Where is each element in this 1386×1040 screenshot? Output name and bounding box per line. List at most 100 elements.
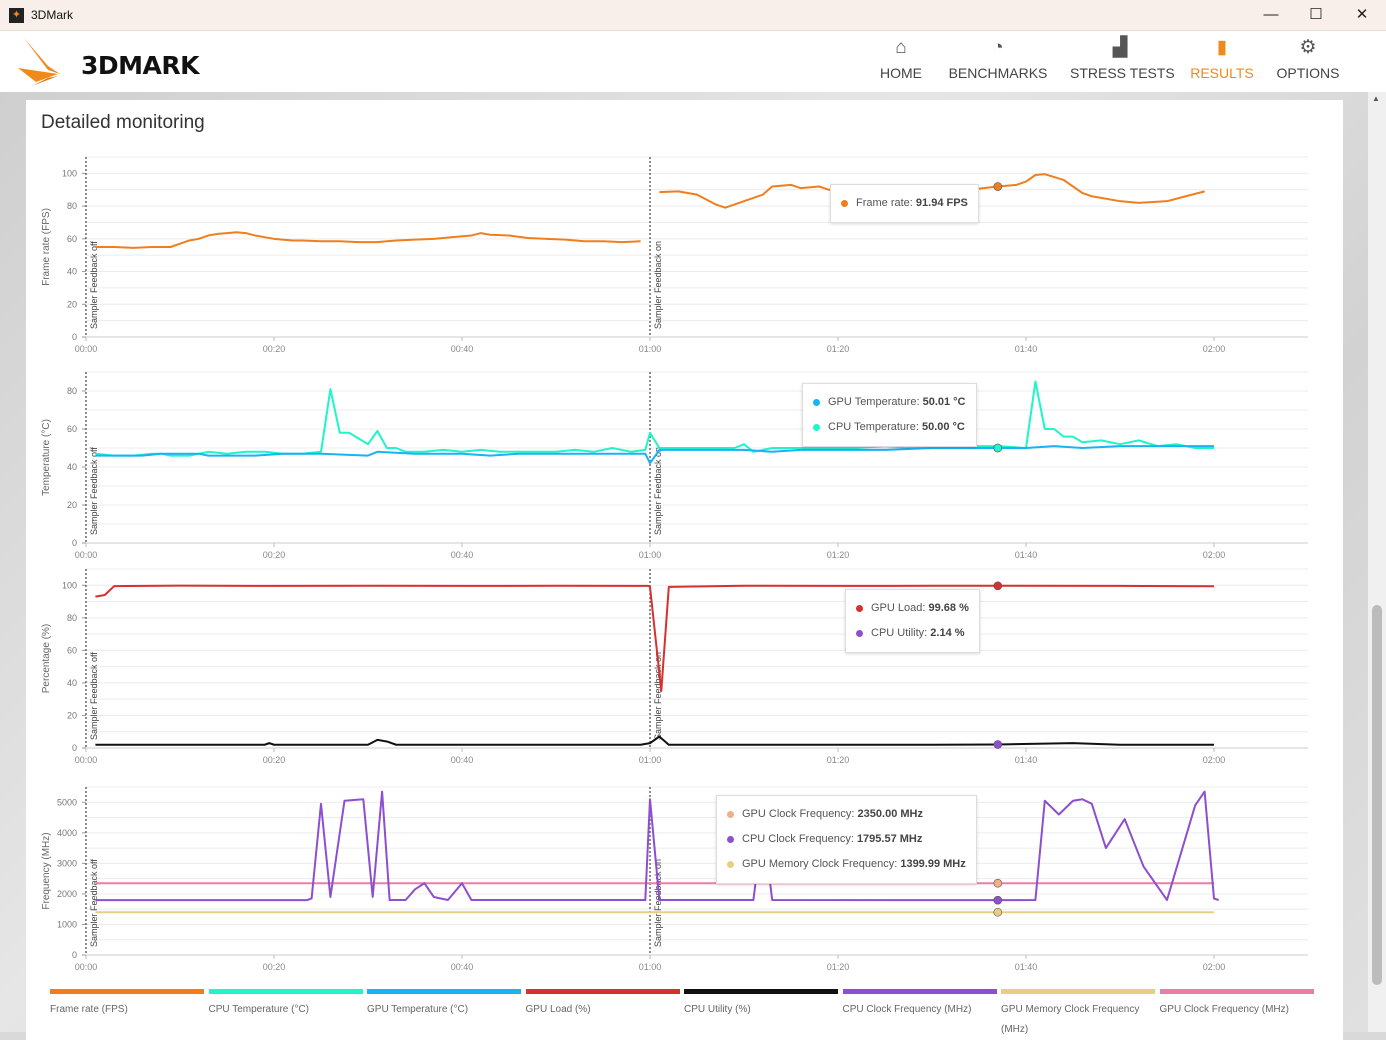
series-dot-icon [727, 810, 734, 818]
tooltip-temperature: GPU Temperature: 50.01 °C CPU Temperature… [802, 383, 977, 447]
tooltip-row: CPU Clock Frequency: 1795.57 MHz [727, 827, 966, 852]
tooltip-frame-rate: Frame rate: 91.94 FPS [830, 184, 979, 223]
cursor-point [993, 581, 1003, 591]
legend-label: GPU Temperature (°C) [367, 1004, 469, 1015]
sampler-feedback-label: Sampler Feedback off [89, 652, 99, 740]
legend-swatch [525, 989, 680, 994]
tooltip-label: Frame rate: [856, 197, 913, 209]
scrollbar-thumb[interactable] [1372, 605, 1382, 985]
series-dot-icon [727, 860, 734, 868]
y-tick-label: 80 [67, 386, 77, 396]
sampler-feedback-label: Sampler Feedback on [653, 241, 663, 329]
x-tick-label: 01:00 [639, 962, 662, 972]
tooltip-value: 1399.99 MHz [900, 858, 966, 870]
cursor-point [993, 182, 1003, 191]
y-tick-label: 40 [67, 267, 77, 277]
nav-options[interactable]: ⚙ OPTIONS [1274, 31, 1342, 81]
series-line [95, 445, 1214, 465]
x-tick-label: 00:00 [75, 962, 98, 972]
nav-results[interactable]: ▮ RESULTS [1190, 31, 1254, 81]
legend-swatch [1001, 989, 1155, 994]
close-button[interactable]: ✕ [1355, 6, 1369, 23]
x-tick-label: 01:40 [1015, 962, 1038, 972]
logo-text: 3DMARK [81, 51, 200, 80]
tooltip-value: 2.14 % [930, 627, 965, 639]
x-tick-label: 00:40 [451, 344, 474, 354]
legend-label: GPU Clock Frequency (MHz) [1159, 1004, 1289, 1015]
y-tick-label: 40 [67, 678, 77, 688]
scrollbar[interactable]: ▲ [1368, 92, 1386, 1032]
legend-item[interactable]: CPU Utility (%) [684, 989, 838, 1020]
legend-label: Frame rate (FPS) [50, 1004, 128, 1015]
y-axis-label: Frame rate (FPS) [41, 208, 52, 286]
y-tick-label: 2000 [57, 889, 77, 899]
legend-label: CPU Temperature (°C) [208, 1004, 310, 1015]
logo-arrow-icon [18, 38, 60, 86]
y-tick-label: 3000 [57, 858, 77, 868]
legend-swatch [684, 989, 838, 994]
legend-item[interactable]: CPU Temperature (°C) [208, 989, 363, 1020]
tooltip-percentage: GPU Load: 99.68 % CPU Utility: 2.14 % [845, 589, 980, 653]
x-tick-label: 00:20 [263, 755, 286, 765]
nav-benchmarks[interactable]: ◔ BENCHMARKS [946, 31, 1050, 81]
minimize-button[interactable]: — [1263, 6, 1279, 23]
nav-home[interactable]: ⌂ HOME [873, 31, 929, 81]
sampler-feedback-label: Sampler Feedback off [89, 447, 99, 535]
series-dot-icon [841, 199, 848, 207]
scroll-up-icon[interactable]: ▲ [1372, 94, 1380, 103]
y-tick-label: 40 [67, 462, 77, 472]
sampler-feedback-label: Sampler Feedback on [653, 652, 663, 740]
nav-stress-tests[interactable]: ▟ STRESS TESTS [1070, 31, 1175, 81]
x-tick-label: 02:00 [1203, 755, 1226, 765]
y-tick-label: 20 [67, 710, 77, 720]
tooltip-value: 2350.00 MHz [857, 808, 923, 820]
3dmark-logo[interactable]: 3DMARK [18, 36, 200, 91]
legend-item[interactable]: GPU Temperature (°C) [367, 989, 521, 1020]
x-tick-label: 01:20 [827, 962, 850, 972]
y-tick-label: 0 [72, 743, 77, 753]
window-title: 3DMark [31, 8, 74, 22]
legend-swatch [50, 989, 204, 994]
tooltip-label: CPU Temperature: [828, 421, 919, 433]
y-tick-label: 0 [72, 950, 77, 960]
y-axis-label: Temperature (°C) [41, 419, 52, 496]
legend-item[interactable]: GPU Load (%) [525, 989, 680, 1020]
nav-label: OPTIONS [1276, 65, 1340, 81]
y-axis-label: Frequency (MHz) [41, 832, 52, 909]
series-line [95, 584, 1215, 693]
gear-icon: ⚙ [1299, 37, 1317, 58]
series-dot-icon [813, 423, 820, 431]
maximize-button[interactable]: ☐ [1309, 6, 1323, 23]
x-tick-label: 01:00 [639, 755, 662, 765]
legend-label: CPU Clock Frequency (MHz) [842, 1004, 972, 1015]
y-tick-label: 100 [62, 168, 77, 178]
tooltip-label: CPU Utility: [871, 627, 928, 639]
x-tick-label: 00:00 [75, 344, 98, 354]
legend-item[interactable]: CPU Clock Frequency (MHz) [842, 989, 997, 1020]
tooltip-row: CPU Utility: 2.14 % [856, 621, 969, 646]
tooltip-label: GPU Load: [871, 602, 926, 614]
x-tick-label: 01:20 [827, 550, 850, 560]
nav-label: STRESS TESTS [1070, 65, 1175, 81]
home-icon: ⌂ [895, 37, 907, 58]
page-title: Detailed monitoring [41, 112, 205, 133]
x-tick-label: 00:20 [263, 962, 286, 972]
stress-icon: ▟ [1112, 37, 1128, 58]
results-icon: ▮ [1216, 37, 1228, 58]
x-tick-label: 01:00 [639, 550, 662, 560]
y-tick-label: 0 [72, 538, 77, 548]
legend-item[interactable]: GPU Clock Frequency (MHz) [1159, 989, 1314, 1020]
y-tick-label: 5000 [57, 797, 77, 807]
x-tick-label: 01:40 [1015, 755, 1038, 765]
y-tick-label: 100 [62, 580, 77, 590]
x-tick-label: 01:40 [1015, 550, 1038, 560]
legend-item[interactable]: Frame rate (FPS) [50, 989, 204, 1020]
tooltip-label: GPU Temperature: [828, 396, 920, 408]
legend-item[interactable]: GPU Memory Clock Frequency (MHz) [1001, 989, 1155, 1040]
legend-swatch [842, 989, 997, 994]
gauge-icon: ◔ [992, 37, 1004, 58]
tooltip-value: 99.68 % [928, 602, 969, 614]
x-tick-label: 01:00 [639, 344, 662, 354]
x-tick-label: 00:00 [75, 755, 98, 765]
